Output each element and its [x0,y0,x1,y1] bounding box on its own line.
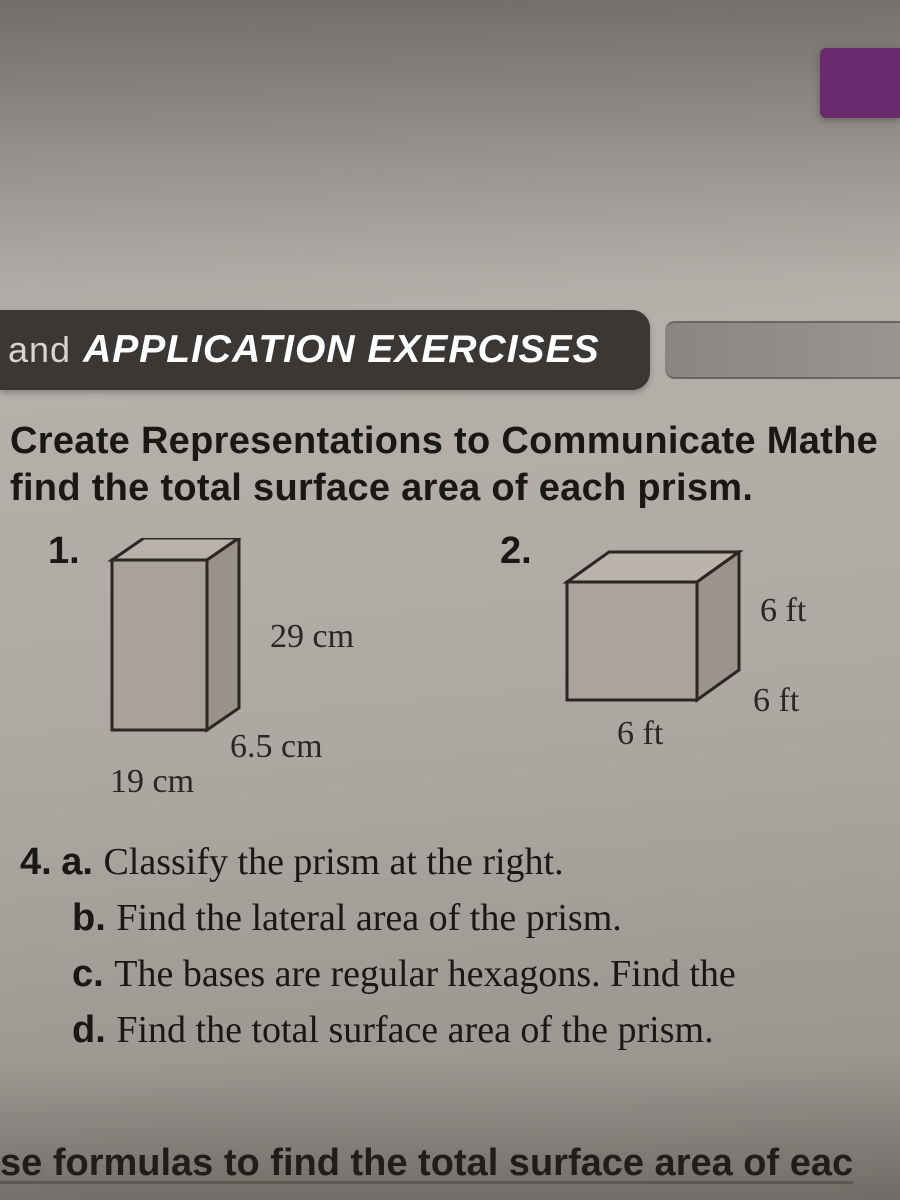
prism-1-figure: 29 cm 6.5 cm 19 cm [100,538,260,753]
q4-a-letter: a. [61,841,103,883]
problem-2-number: 2. [500,530,532,573]
q4-c: c. The bases are regular hexagons. Find … [20,952,900,996]
q4-d-text: Find the total surface area of the prism… [116,1009,713,1051]
header-bar-right [665,321,900,379]
header-prefix: and [8,329,71,371]
q4-number: 4. [20,841,52,883]
prism-2-figure: 6 ft 6 ft 6 ft [555,550,755,725]
q4-b-text: Find the lateral area of the prism. [116,897,621,939]
header-title: APPLICATION EXERCISES [83,328,600,372]
instruction-block: Create Representations to Communicate Ma… [10,420,900,510]
q4-d-letter: d. [72,1009,116,1051]
prism-2-depth-label: 6 ft [753,682,799,720]
prism-2-width-label: 6 ft [617,715,663,753]
q4-a-text: Classify the prism at the right. [103,841,563,883]
q4-c-letter: c. [72,953,114,995]
textbook-page: and APPLICATION EXERCISES Create Represe… [0,0,900,1200]
problem-1-number: 1. [48,530,80,573]
prism-1-svg [100,538,260,748]
q4-a: 4. a. Classify the prism at the right. [20,840,900,884]
instruction-line-1: Create Representations to Communicate Ma… [10,420,900,463]
q4-b: b. Find the lateral area of the prism. [20,896,900,940]
prism-1-depth-label: 6.5 cm [230,728,323,766]
section-header: and APPLICATION EXERCISES [0,310,650,390]
instruction-line-2: find the total surface area of each pris… [10,467,900,510]
prism-1-height-label: 29 cm [270,618,354,656]
q4-c-text: The bases are regular hexagons. Find the [114,953,736,995]
q4-d: d. Find the total surface area of the pr… [20,1008,900,1052]
footer-instruction: se formulas to find the total surface ar… [0,1142,900,1185]
prism-1-width-label: 19 cm [110,763,194,801]
book-tab-purple [820,48,900,118]
prism-2-height-label: 6 ft [760,592,806,630]
question-4: 4. a. Classify the prism at the right. b… [20,840,900,1064]
prism-2-svg [555,550,755,720]
q4-b-letter: b. [72,897,116,939]
page-shadow-top [0,0,900,280]
